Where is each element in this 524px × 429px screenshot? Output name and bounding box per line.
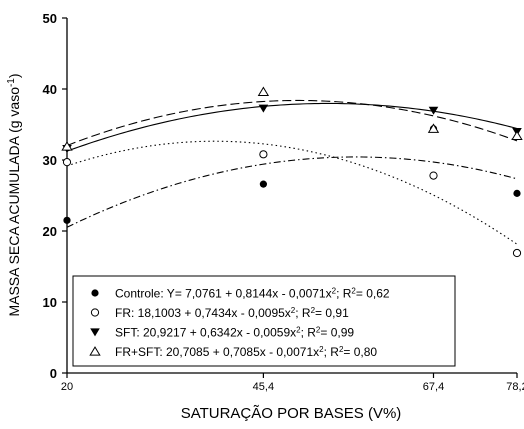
y-tick-label: 30 xyxy=(43,153,57,168)
y-axis-label-close: ) xyxy=(6,73,22,78)
fit-curves xyxy=(66,99,518,245)
y-axis-label-superscript: -1 xyxy=(6,78,17,87)
legend-entry: FR+SFT: 20,7085 + 0,7085x - 0,0071x2; R2… xyxy=(115,345,377,359)
data-point xyxy=(428,106,439,115)
data-point xyxy=(258,104,269,113)
x-tick-label: 45,4 xyxy=(253,381,274,393)
x-tick-label: 78,2 xyxy=(506,381,524,393)
data-point xyxy=(61,141,73,151)
data-point xyxy=(513,189,521,197)
legend-entry: FR: 18,1003 + 0,7434x - 0,0095x2; R2= 0,… xyxy=(115,306,349,320)
x-tick-label: 67,4 xyxy=(423,381,444,393)
x-tick-label: 20 xyxy=(61,381,73,393)
y-tick-label: 40 xyxy=(43,82,57,97)
y-tick-label: 50 xyxy=(43,11,57,26)
data-point xyxy=(512,248,522,258)
data-point xyxy=(89,346,101,356)
y-tick-label: 10 xyxy=(43,295,57,310)
fit-curve-solid xyxy=(66,102,518,152)
legend: Controle: Y= 7,0761 + 0,8144x - 0,0071x2… xyxy=(72,275,456,367)
data-point xyxy=(511,130,523,140)
data-point xyxy=(91,289,99,297)
legend-box xyxy=(72,275,456,367)
legend-entry: Controle: Y= 7,0761 + 0,8144x - 0,0071x2… xyxy=(115,287,390,301)
y-tick-label: 0 xyxy=(50,366,57,381)
data-point xyxy=(257,86,270,96)
data-point xyxy=(63,216,71,224)
fit-curve-dash-dot xyxy=(66,156,518,228)
fit-curve-dashed xyxy=(66,99,518,147)
y-axis-label-main: MASSA SECA ACUMULADA (g vaso xyxy=(6,87,22,317)
data-point xyxy=(259,150,268,159)
data-point xyxy=(90,328,100,337)
data-point xyxy=(427,123,440,133)
y-axis-label: MASSA SECA ACUMULADA (g vaso-1) xyxy=(6,73,22,316)
data-points xyxy=(61,86,523,258)
y-tick-label: 20 xyxy=(43,224,57,239)
fit-curve-dotted xyxy=(66,140,518,245)
data-point xyxy=(429,171,438,180)
data-point xyxy=(62,158,72,167)
legend-entry: SFT: 20,9217 + 0,6342x - 0,0059x2; R2= 0… xyxy=(115,326,354,340)
x-axis-label: SATURAÇÃO POR BASES (V%) xyxy=(181,405,402,422)
axes: 0 10 20 30 40 50 20 45,4 67,4 78,2 xyxy=(43,11,524,393)
data-point xyxy=(259,180,267,188)
data-point xyxy=(90,308,100,317)
